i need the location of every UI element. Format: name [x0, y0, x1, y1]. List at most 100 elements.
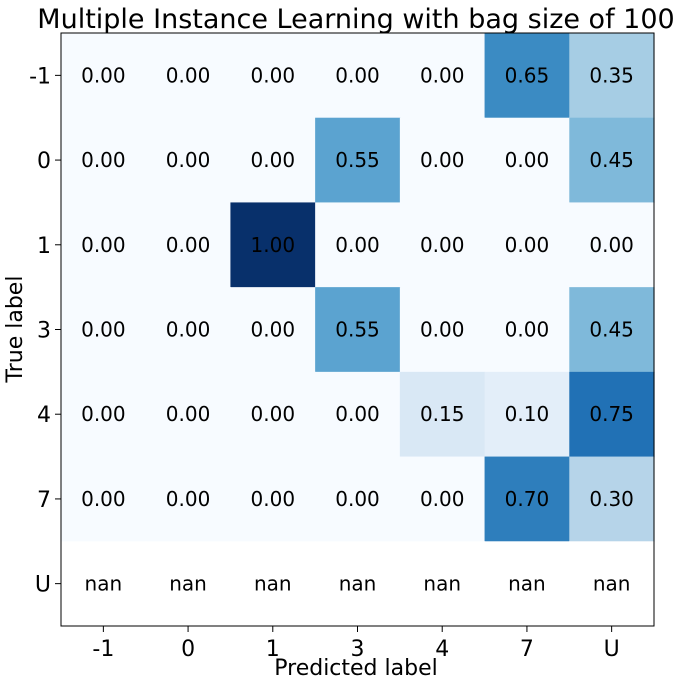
x-tick-label: 1: [266, 637, 280, 662]
heatmap-cell-label: 0.00: [166, 233, 211, 257]
heatmap-cell: [230, 117, 316, 204]
y-axis-ticks: -1 0 1 3 4 7 U: [29, 64, 61, 598]
y-tick-label: 4: [37, 403, 51, 428]
heatmap-cell: [569, 287, 655, 373]
x-tick-label: -1: [92, 637, 114, 662]
x-tick-label: 3: [351, 637, 365, 662]
heatmap-cell-label: 0.00: [335, 487, 380, 511]
heatmap-cell-label: 0.00: [589, 233, 634, 257]
heatmap-cell-label: 0.45: [589, 318, 634, 342]
heatmap-cell: [61, 33, 147, 119]
heatmap-cell: [315, 371, 401, 458]
heatmap-cell: [399, 456, 486, 542]
heatmap-cell: [484, 117, 570, 204]
heatmap-cell: [61, 287, 147, 373]
heatmap-cell-label: 0.00: [166, 318, 211, 342]
heatmap-cell-label: 0.00: [81, 402, 126, 426]
heatmap-cell-label: 0.00: [166, 402, 211, 426]
heatmap-cell: [569, 541, 655, 627]
heatmap-cell-label: 0.55: [335, 318, 380, 342]
heatmap-cell: [569, 202, 655, 288]
heatmap-cell-label: 0.15: [420, 402, 465, 426]
heatmap-cell-label: 0.00: [505, 318, 550, 342]
heatmap-cell-label: 0.00: [335, 233, 380, 257]
heatmap-cell: [145, 287, 232, 373]
heatmap-cell: [145, 371, 232, 458]
y-tick-label: 0: [37, 149, 51, 174]
heatmap-cell-label: 0.00: [251, 402, 296, 426]
heatmap-cell: [399, 287, 486, 373]
heatmap-cell-label: 0.00: [81, 148, 126, 172]
heatmap-cell: [145, 33, 232, 119]
heatmap-cell-label: 0.30: [589, 487, 634, 511]
heatmap-cell-label: nan: [85, 572, 123, 596]
heatmap-cell-label: 0.00: [251, 318, 296, 342]
heatmap-cell: [145, 456, 232, 542]
heatmap-cell-label: 0.00: [81, 63, 126, 87]
heatmap-cell-label: 0.70: [505, 487, 550, 511]
heatmap-cell: [145, 202, 232, 288]
heatmap-cell: [399, 202, 486, 288]
heatmap-cell: [61, 371, 147, 458]
heatmap-cell: [569, 117, 655, 204]
y-tick-label: -1: [29, 64, 51, 89]
heatmap-cell: [484, 202, 570, 288]
heatmap-cell-label: 0.75: [589, 402, 634, 426]
heatmap-cell: [230, 287, 316, 373]
heatmap-cell: [315, 117, 401, 204]
heatmap-cell-label: 0.35: [589, 63, 634, 87]
heatmap-cell: [399, 33, 486, 119]
heatmap-cell-label: 0.10: [505, 402, 550, 426]
heatmap-cell-label: 0.00: [420, 233, 465, 257]
heatmap-cell-label: 0.00: [251, 148, 296, 172]
x-tick-label: 4: [435, 637, 449, 662]
heatmap-cell: [569, 456, 655, 542]
heatmap-cell-label: 0.00: [166, 487, 211, 511]
heatmap-cell-label: 0.00: [166, 63, 211, 87]
heatmap-cell: [230, 541, 316, 627]
heatmap-cell-label: 0.00: [166, 148, 211, 172]
heatmap-cell: [145, 117, 232, 204]
heatmap-cell: [484, 33, 570, 119]
x-tick-label: U: [604, 637, 620, 662]
heatmap-cell: [569, 33, 655, 119]
heatmap-cell-label: 0.00: [335, 402, 380, 426]
heatmap-cell: [230, 456, 316, 542]
heatmap-cell: [569, 371, 655, 458]
heatmap-cell-label: 0.00: [505, 148, 550, 172]
heatmap-cell: [399, 371, 486, 458]
heatmap-cell-label: nan: [254, 572, 292, 596]
y-tick-label: 3: [37, 319, 51, 344]
y-tick-label: 7: [37, 488, 51, 513]
heatmap-cell-label: 0.00: [420, 487, 465, 511]
heatmap-cell-label: 0.00: [81, 233, 126, 257]
heatmap-cell-label: 0.00: [505, 233, 550, 257]
heatmap-cell-label: nan: [423, 572, 461, 596]
heatmap-cell-label: 1.00: [251, 233, 296, 257]
heatmap-cell: [145, 541, 232, 627]
x-axis-ticks: -1 0 1 3 4 7 U: [92, 626, 620, 662]
heatmap-cells: [61, 33, 655, 627]
heatmap-cell-label: nan: [508, 572, 546, 596]
heatmap-cell: [315, 456, 401, 542]
heatmap-cell-label: 0.00: [81, 487, 126, 511]
heatmap-cell: [315, 287, 401, 373]
heatmap-cell: [230, 33, 316, 119]
heatmap-cell: [230, 202, 316, 288]
heatmap-cell-label: nan: [169, 572, 207, 596]
heatmap-cell-label: 0.00: [251, 63, 296, 87]
heatmap-cell-label: 0.00: [81, 318, 126, 342]
heatmap-cell-label: 0.00: [420, 148, 465, 172]
heatmap-cell: [61, 541, 147, 627]
heatmap-cell: [399, 117, 486, 204]
heatmap-cell-label: 0.45: [589, 148, 634, 172]
heatmap-cell: [61, 202, 147, 288]
heatmap-cell-labels: 0.00 0.00 0.00 0.00 0.00 0.65 0.35 0.00 0.00 0.00…: [81, 63, 634, 595]
chart-title: Multiple Instance Learning with bag size…: [37, 4, 674, 35]
heatmap-cell-label: 0.00: [251, 487, 296, 511]
heatmap-cell: [61, 117, 147, 204]
x-tick-label: 7: [520, 637, 534, 662]
heatmap-cell: [484, 456, 570, 542]
